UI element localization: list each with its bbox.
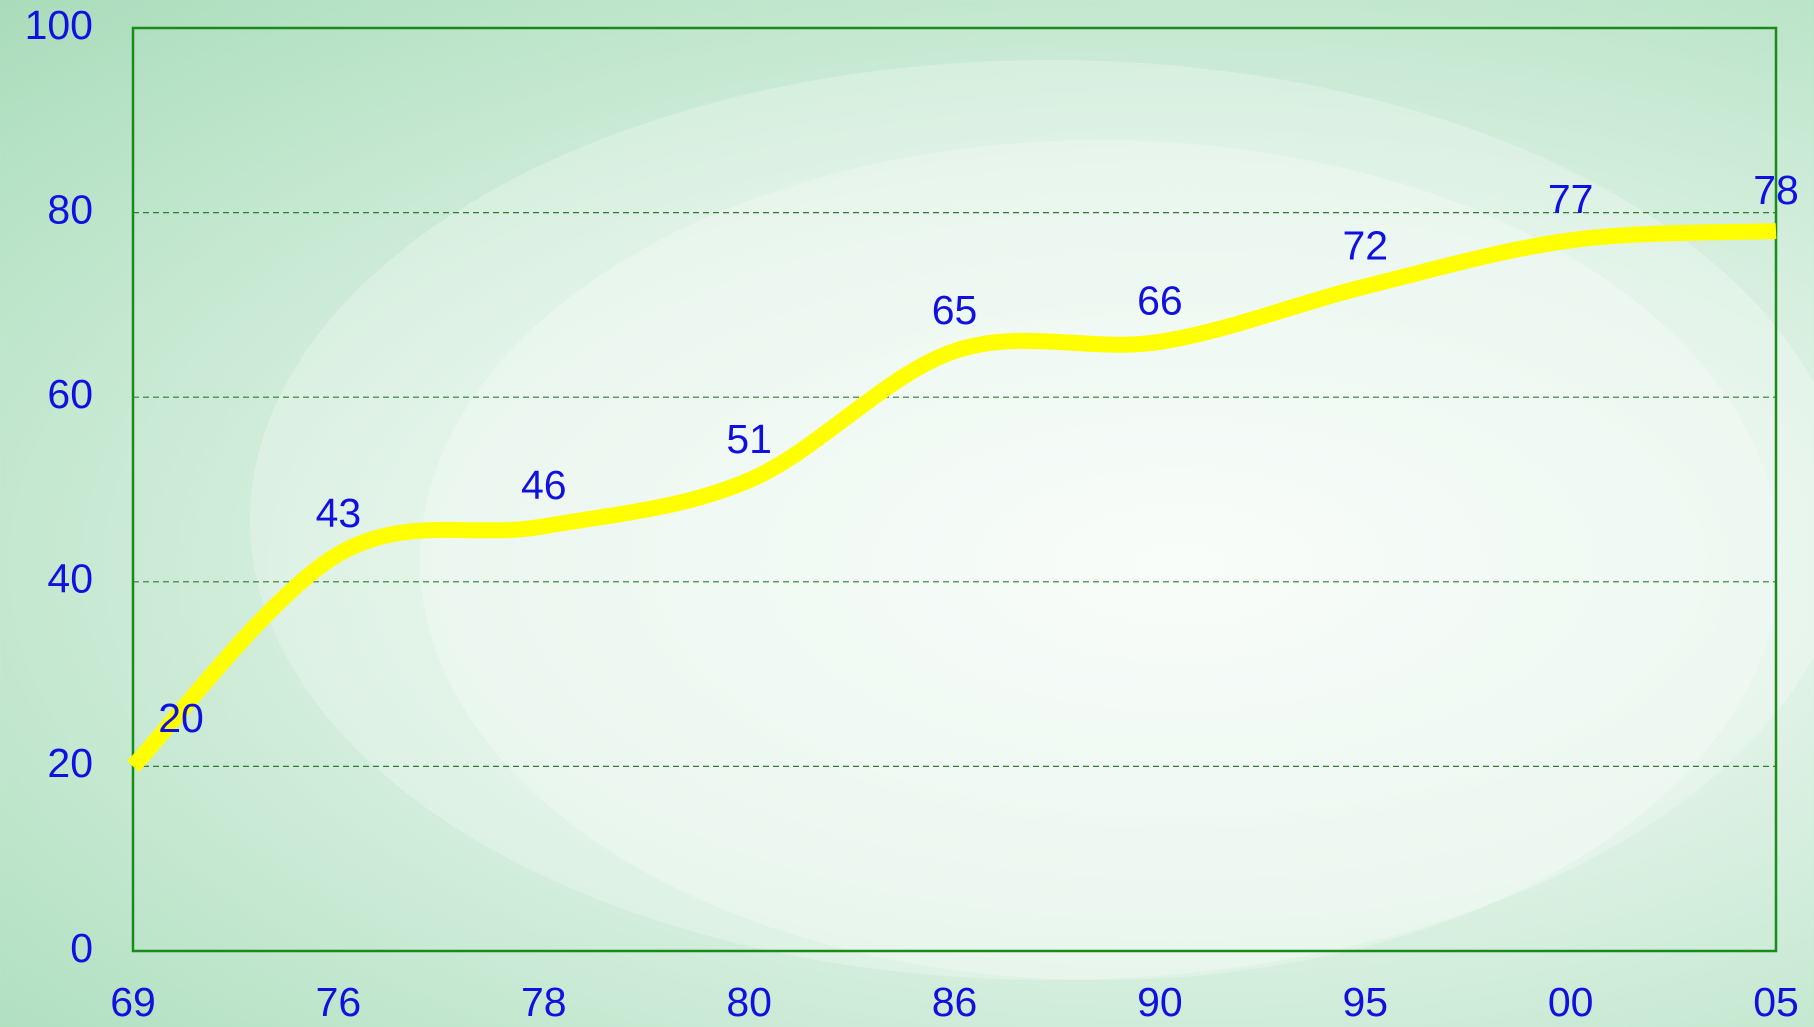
background-swirl: [420, 140, 1780, 980]
x-tick-label: 69: [110, 979, 156, 1025]
background-swirl: [250, 60, 1814, 980]
x-tick-label: 00: [1548, 979, 1594, 1025]
data-label: 51: [726, 416, 772, 462]
y-tick-label: 100: [25, 2, 93, 48]
y-tick-label: 20: [47, 740, 93, 786]
x-tick-label: 90: [1137, 979, 1183, 1025]
data-label: 46: [521, 462, 567, 508]
data-label: 78: [1753, 167, 1799, 213]
y-tick-label: 80: [47, 186, 93, 232]
data-label: 72: [1342, 222, 1388, 268]
y-tick-label: 0: [70, 925, 93, 971]
x-tick-label: 80: [726, 979, 772, 1025]
data-label: 65: [932, 287, 978, 333]
line: [127, 223, 1777, 772]
data-label: 43: [316, 490, 362, 536]
x-tick-label: 76: [316, 979, 362, 1025]
data-label: 66: [1137, 278, 1183, 324]
data-label: 77: [1548, 176, 1594, 222]
x-tick-label: 05: [1753, 979, 1799, 1025]
plot-border: [131, 26, 1778, 953]
y-tick-label: 40: [47, 556, 93, 602]
x-tick-label: 86: [932, 979, 978, 1025]
y-tick-label: 60: [47, 371, 93, 417]
data-label: 20: [158, 695, 204, 741]
x-tick-label: 95: [1342, 979, 1388, 1025]
x-tick-label: 78: [521, 979, 567, 1025]
